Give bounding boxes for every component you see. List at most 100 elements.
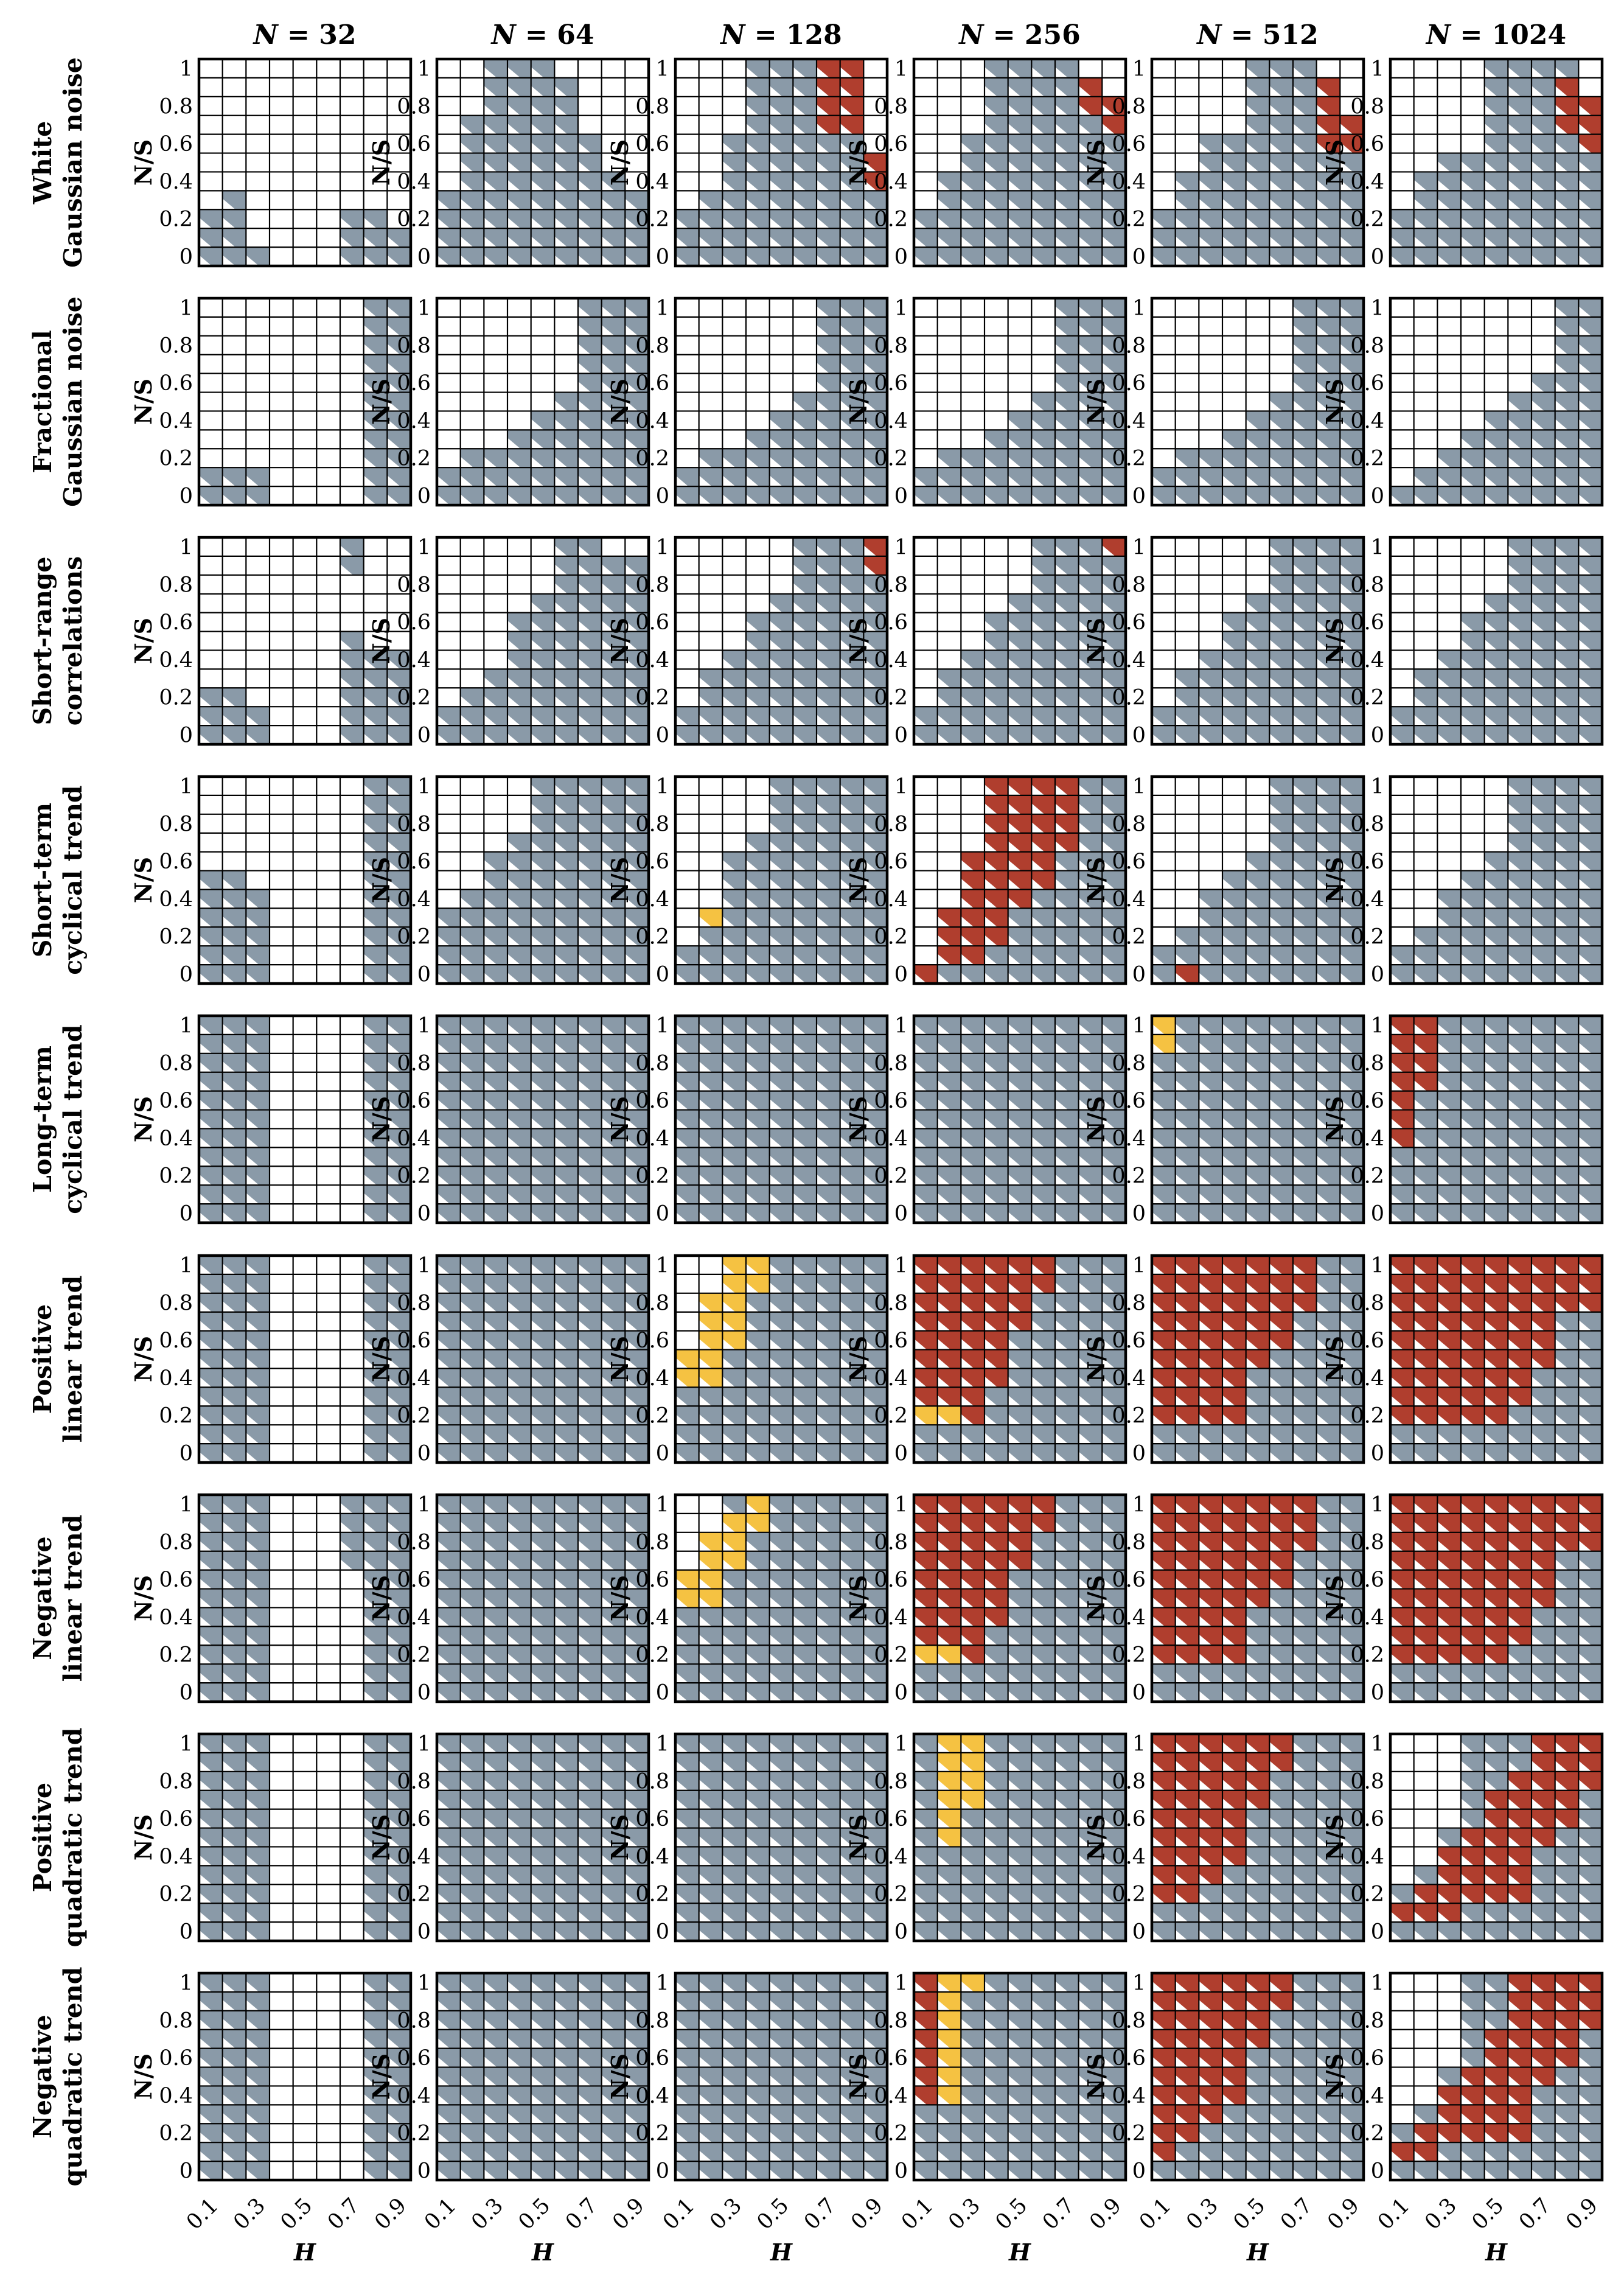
- cell-triangle: [961, 255, 974, 266]
- row-title: Fractional Gaussian noise: [28, 296, 88, 507]
- y-tick-label: 0.2: [1350, 447, 1384, 471]
- cell-triangle: [531, 180, 544, 191]
- cell-triangle: [222, 236, 235, 248]
- y-axis-label: N/S: [130, 139, 157, 186]
- y-tick-label: 0: [417, 724, 431, 748]
- y-tick-label: 0: [179, 724, 193, 748]
- y-tick-label: 0.4: [159, 409, 193, 433]
- row-title: White Gaussian noise: [28, 57, 88, 268]
- y-tick-label: 0.4: [874, 1127, 908, 1151]
- y-tick-label: 0.4: [1350, 887, 1384, 912]
- y-tick-label: 0: [656, 245, 669, 270]
- cell-triangle: [340, 217, 354, 229]
- cell-triangle: [1008, 161, 1021, 172]
- cell-triangle: [699, 236, 712, 248]
- cell-triangle: [817, 217, 830, 229]
- cell-triangle: [769, 255, 782, 266]
- y-tick-label: 1: [1132, 57, 1146, 81]
- cell-triangle: [793, 123, 806, 135]
- y-tick-label: 0: [894, 1202, 908, 1226]
- y-tick-label: 1: [1132, 1013, 1146, 1038]
- y-tick-label: 0.6: [635, 371, 669, 396]
- y-tick-label: 1: [179, 774, 193, 799]
- y-tick-label: 0.2: [397, 447, 431, 471]
- y-tick-label: 0: [656, 724, 669, 748]
- cell-triangle: [840, 180, 853, 191]
- cell-triangle: [769, 236, 782, 248]
- cell-triangle: [817, 198, 830, 210]
- y-tick-label: 0.6: [1112, 371, 1146, 396]
- y-tick-label: 0: [179, 1202, 193, 1226]
- cell-triangle: [1055, 180, 1068, 191]
- y-tick-label: 0.6: [1112, 132, 1146, 156]
- cell-triangle: [1293, 66, 1306, 78]
- cell-triangle: [985, 104, 998, 116]
- row-title: Positive linear trend: [28, 1276, 88, 1443]
- row-title-line: correlations: [58, 556, 88, 726]
- cell-triangle: [1055, 217, 1068, 229]
- cell-triangle: [914, 236, 927, 248]
- cell-triangle: [484, 161, 497, 172]
- row-title-line: quadratic trend: [58, 1728, 88, 1948]
- cell-triangle: [531, 161, 544, 172]
- y-tick-label: 1: [656, 57, 669, 81]
- cell-triangle: [675, 255, 689, 266]
- y-tick-label: 0.4: [635, 648, 669, 673]
- cell-triangle: [554, 255, 568, 266]
- cell-triangle: [961, 142, 974, 153]
- cell-triangle: [1031, 104, 1045, 116]
- cell-triangle: [722, 217, 736, 229]
- cell-triangle: [1078, 255, 1092, 266]
- cell-triangle: [199, 255, 212, 266]
- cell-triangle: [1078, 198, 1092, 210]
- y-tick-label: 0: [656, 1202, 669, 1226]
- y-tick-label: 0: [894, 963, 908, 987]
- cell-triangle: [222, 198, 235, 210]
- cell-triangle: [387, 236, 400, 248]
- cell-triangle: [507, 217, 521, 229]
- cell-triangle: [1102, 236, 1115, 248]
- y-tick-label: 0: [894, 245, 908, 270]
- cell-triangle: [625, 198, 638, 210]
- y-tick-label: 0.2: [635, 1164, 669, 1189]
- y-axis-label: N/S: [606, 379, 633, 425]
- cell-triangle: [937, 217, 950, 229]
- y-tick-label: 0: [1371, 245, 1384, 270]
- y-tick-label: 1: [1132, 774, 1146, 799]
- cell-triangle: [1269, 85, 1283, 97]
- cell-triangle: [437, 217, 450, 229]
- cell-triangle: [1078, 85, 1092, 97]
- panel: 0 0.2 0.4 0.6 0.8 1 N/S: [845, 57, 1127, 270]
- y-axis-label: N/S: [130, 618, 157, 664]
- cell-triangle: [1055, 66, 1068, 78]
- row-title: Short-range correlations: [28, 556, 88, 726]
- y-tick-label: 1: [894, 774, 908, 799]
- cell-triangle: [1031, 85, 1045, 97]
- y-tick-label: 0.8: [874, 812, 908, 836]
- cell-triangle: [554, 180, 568, 191]
- y-tick-label: 0.4: [159, 887, 193, 912]
- row-title-line: Short-range: [28, 556, 57, 725]
- cell-triangle: [817, 255, 830, 266]
- cell-triangle: [769, 198, 782, 210]
- y-tick-label: 0.8: [635, 573, 669, 597]
- y-tick-label: 0.6: [1350, 132, 1384, 156]
- cell-triangle: [722, 198, 736, 210]
- cell-triangle: [840, 104, 853, 116]
- row-title-line: Short-term: [28, 803, 57, 957]
- cell-triangle: [1316, 85, 1330, 97]
- y-tick-label: 0.4: [159, 1127, 193, 1151]
- y-tick-label: 1: [656, 774, 669, 799]
- cell-triangle: [937, 198, 950, 210]
- row-title: Negative linear trend: [28, 1515, 88, 1682]
- y-axis-label: N/S: [1082, 139, 1110, 186]
- cell-triangle: [1055, 123, 1068, 135]
- cell-triangle: [1031, 198, 1045, 210]
- y-tick-label: 0.2: [635, 925, 669, 949]
- cell-triangle: [484, 123, 497, 135]
- y-tick-label: 0: [1132, 1202, 1146, 1226]
- cell-triangle: [793, 104, 806, 116]
- row-title: Short-term cyclical trend: [28, 785, 88, 974]
- y-tick-label: 0.6: [1112, 610, 1146, 635]
- y-tick-label: 0.2: [1112, 925, 1146, 949]
